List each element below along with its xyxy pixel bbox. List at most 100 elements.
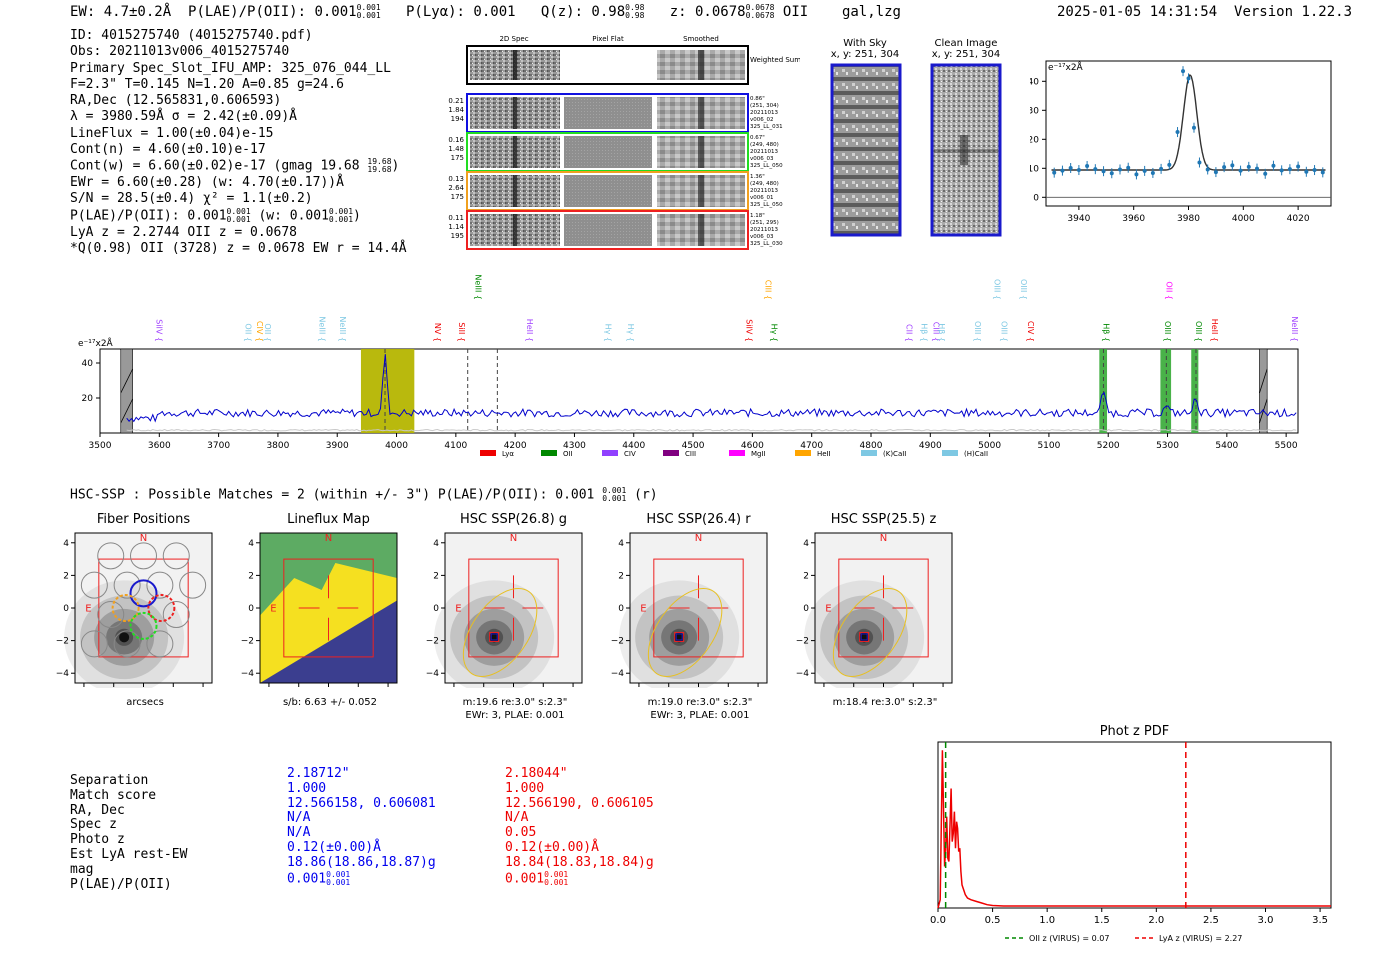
hsc-panel-title: Fiber Positions [96,512,191,527]
full-x-tick-label: 5500 [1275,441,1298,451]
spec2d-row-meta: 20211013 [750,110,778,116]
east-label: E [825,603,831,614]
info-contw-text: Cont(w) = 6.60(±0.02)e-17 (gmag 19.68 [70,158,360,174]
full-line-label: CIV { [255,321,264,342]
spec2d-row-meta: (251, 304) [750,103,779,109]
header-z: z: 0.0678 [669,4,746,20]
full-highlight-region [1191,349,1199,433]
spec2d-header-2d: 2D Spec [499,35,528,43]
search-box [98,558,189,658]
hsc-y-tick-label: −4 [796,669,810,679]
full-legend-swatch [861,450,877,456]
spec2d-row-meta: 1.18" [750,213,765,219]
hsc-y-tick-label: −4 [611,669,625,679]
header-plya: P(Lyα): 0.001 [405,4,516,20]
hsc-panel-title: Lineflux Map [287,512,370,527]
zoom-units: e⁻¹⁷x2Å [1048,61,1084,73]
zoom-point [1117,167,1122,172]
info-plae-w-sup: 0.001 [328,206,354,216]
with-sky-cutout [830,63,902,237]
zoom-point [1230,163,1235,168]
zoom-point [1150,170,1155,175]
aperture-ellipse [647,587,723,677]
clean-title: Clean Image [934,38,998,49]
zoom-point [1238,168,1243,173]
full-highlight-region [1160,349,1172,433]
fiber-circle [130,542,157,570]
zoom-y-tick-label: 10 [1030,164,1039,174]
spec2d-header-smoothed: Smoothed [683,35,719,43]
spec2d-row-meta: 325_LL_031 [750,124,783,130]
match-marker-blue [675,633,683,641]
zoom-point [1197,160,1202,165]
full-masked-region [1259,348,1268,434]
zoom-point [1271,163,1276,168]
info-sn: S/N = 28.5(±0.4) χ² = 1.1(±0.2) [70,191,313,207]
fiber-circle [97,542,125,570]
match-marker-red [489,631,500,642]
fiber-circle [179,571,207,599]
full-line-label: OIII { [1163,321,1172,342]
zoom-point [1191,125,1196,130]
aperture-ellipse [832,587,908,677]
hsc-panel-caption: s/b: 6.63 +/- 0.052 [282,697,378,708]
spec2d-row-meta: 325_LL_030 [750,241,783,247]
zoom-y-tick-label: 30 [1030,106,1039,116]
zoom-point [1126,165,1131,170]
hsc-y-tick-label: 2 [433,571,439,581]
header-z-line: OII [782,4,809,20]
match-value: 1.000 [505,780,545,796]
spec2d-row-meta: 325_LL_050 [750,202,783,208]
fiber-highlight [129,579,158,608]
full-line-label: CIII { [763,280,772,300]
full-line-label: Hβ { [937,323,946,342]
full-legend-swatch [663,450,679,456]
spec2d-row-meta: (251, 295) [750,220,779,226]
hsc-y-tick-label: −4 [241,669,255,679]
zoom-point [1320,170,1325,175]
hsc-y-tick-label: 4 [248,539,254,549]
match-table-red: 2.18044" 1.000 12.566190, 0.606105 N/A 0.05 0… [505,766,654,887]
fiber-circle [146,571,174,599]
hsc-panel-title: HSC SSP(25.5) z [830,512,937,527]
hsc-panel-caption: m:18.4 re:3.0" s:2.3" [832,697,938,708]
clean-cutout [930,63,1002,237]
full-x-tick-label: 5200 [1097,441,1120,451]
header-qz-sub: 0.98 [625,11,645,20]
spec2d-row-stat: 1.84 [448,106,464,114]
full-legend-swatch [795,450,811,456]
full-x-tick-label: 3600 [148,441,171,451]
spec2d-row-smoothed-line [698,97,704,129]
spec2d-row-flat [564,175,652,207]
zoom-point [1093,167,1098,172]
zoom-point [1142,168,1147,173]
spec2d-row-meta: 20211013 [750,188,778,194]
full-masked-region [120,348,133,434]
zoom-point [1109,171,1114,176]
hsc-bg [815,533,952,683]
header-qz: Q(z): 0.98 [540,4,626,20]
hsc-panel-caption-2: EWr: 3, PLAE: 0.001 [650,710,750,721]
hsc-y-tick-label: −4 [426,669,440,679]
full-x-tick-label: 4000 [385,441,408,451]
north-label: N [695,533,702,544]
zoom-point [1159,166,1164,171]
spec2d-row-meta: v006_03 [750,234,774,240]
spec2d-row-stat: 0.13 [448,175,464,183]
weighted-sum-label: Weighted Sum [750,56,800,64]
match-label: mag [70,861,94,877]
full-line-label: CIII { [931,322,940,342]
header-plae: P(LAE)/P(OII): 0.001 [188,4,357,20]
header-qz-sup: 0.98 [625,3,645,12]
spec2d-row-meta: 0.86" [750,96,765,102]
hsc-y-tick-label: −2 [426,637,439,647]
match-value: N/A [287,810,311,826]
full-masked-hatch [120,398,133,424]
full-x-tick-label: 4900 [919,441,942,451]
clean-source [960,135,968,165]
full-line-label: Hγ { [603,324,612,342]
header-datetime-version: 2025-01-05 14:31:54 Version 1.22.3 [1057,4,1352,20]
full-legend-label: Lyα [502,450,514,458]
full-line-label: Hγ { [769,324,778,342]
